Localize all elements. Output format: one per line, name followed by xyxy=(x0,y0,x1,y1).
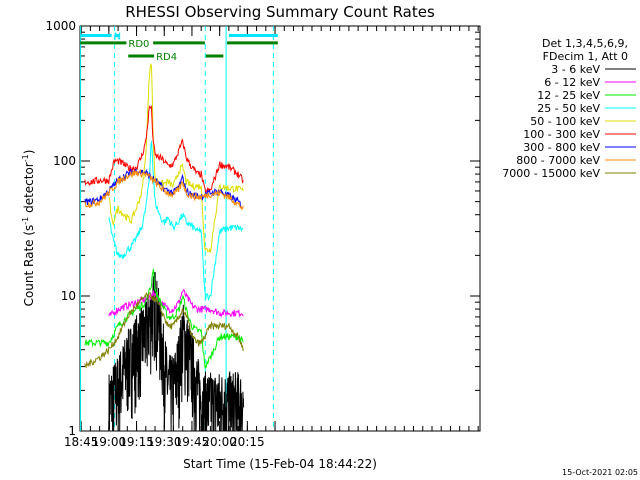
legend-label: 12 - 25 keV xyxy=(537,89,600,102)
series-line xyxy=(84,105,244,194)
y-axis-label: Count Rate (s-1 detector-1) xyxy=(21,150,36,307)
series-line xyxy=(84,291,244,369)
status-label: RD4 xyxy=(156,52,177,63)
series-line xyxy=(108,288,244,318)
plot-area xyxy=(79,25,481,432)
legend-header: FDecim 1, Att 0 xyxy=(543,50,628,63)
x-tick-label: 20:00 xyxy=(202,435,237,449)
legend-label: 300 - 800 keV xyxy=(523,141,600,154)
legend-label: 50 - 100 keV xyxy=(530,115,600,128)
status-label: RD0 xyxy=(128,39,149,50)
status-bars: N RD0 RD4 xyxy=(80,32,278,63)
legend-label: 25 - 50 keV xyxy=(537,102,600,115)
x-tick-label: 20:15 xyxy=(230,435,265,449)
legend-label: 800 - 7000 keV xyxy=(516,154,600,167)
legend-label: 3 - 6 keV xyxy=(551,63,600,76)
series-line xyxy=(84,168,244,211)
timestamp: 15-Oct-2021 02:05 xyxy=(562,468,638,477)
status-label: N xyxy=(114,32,121,43)
legend-header: Det 1,3,4,5,6,9, xyxy=(542,37,628,50)
x-tick-label: 19:30 xyxy=(147,435,182,449)
y-axis-label-sup: -1 xyxy=(21,217,30,225)
legend-label: 7000 - 15000 keV xyxy=(502,167,600,180)
x-tick-label: 19:15 xyxy=(119,435,154,449)
series-line xyxy=(84,268,244,369)
y-axis-label-part: ) xyxy=(22,150,36,155)
series-line xyxy=(108,271,245,432)
plot-frame xyxy=(79,25,481,432)
x-tick-label: 19:45 xyxy=(175,435,210,449)
series-line xyxy=(108,63,244,253)
legend-label: 100 - 300 keV xyxy=(523,128,600,141)
legend: Det 1,3,4,5,6,9,FDecim 1, Att 03 - 6 keV… xyxy=(502,37,636,180)
y-tick-label: 1000 xyxy=(45,19,76,33)
x-tick-label: 18:45 xyxy=(64,435,99,449)
y-tick-label: 10 xyxy=(61,289,76,303)
y-tick-label: 100 xyxy=(53,154,76,168)
y-tick-label: 1 xyxy=(68,424,76,438)
x-tick-label: 19:00 xyxy=(92,435,127,449)
y-axis-label-sup: -1 xyxy=(21,154,30,162)
x-axis-label: Start Time (15-Feb-04 18:44:22) xyxy=(183,457,377,471)
y-axis-label-part: detector xyxy=(22,162,36,217)
chart-title: RHESSI Observing Summary Count Rates xyxy=(125,3,435,21)
series-line xyxy=(108,140,244,301)
legend-label: 6 - 12 keV xyxy=(544,76,600,89)
y-axis-label-part: Count Rate (s xyxy=(22,225,36,307)
series-layer xyxy=(84,63,245,432)
